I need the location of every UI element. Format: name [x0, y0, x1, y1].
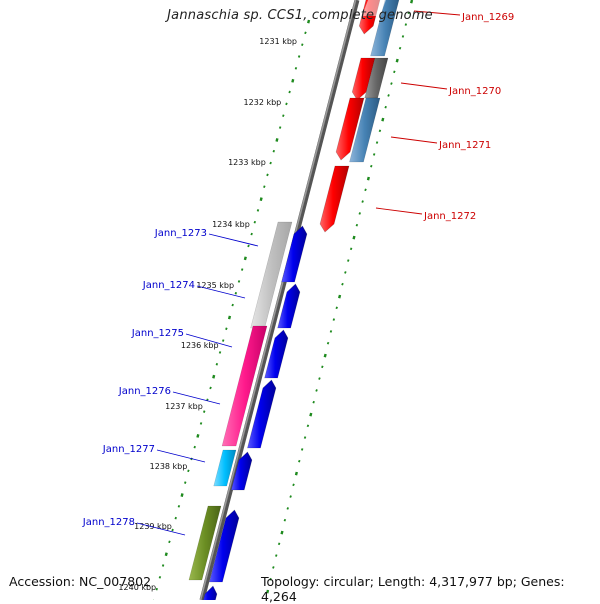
map-title: Jannaschia sp. CCS1, complete genome — [167, 8, 433, 23]
accession-text: Accession: NC_007802 — [9, 574, 152, 589]
forward-gene-label[interactable]: Jann_1270 — [448, 86, 501, 97]
gene-red[interactable] — [319, 165, 350, 233]
forward-gene-label[interactable]: Jann_1269 — [461, 12, 514, 23]
gene-blue[interactable] — [277, 283, 301, 329]
forward-gene-label[interactable]: Jann_1271 — [438, 140, 491, 151]
tick-label: 1239 kbp — [134, 522, 172, 531]
tick-label: 1240 kbp — [118, 583, 156, 592]
reverse-gene-label[interactable]: Jann_1274 — [142, 280, 195, 291]
tick-label: 1236 kbp — [181, 341, 219, 350]
gene-steelblue[interactable] — [349, 97, 381, 163]
gene-olive[interactable] — [188, 505, 222, 581]
forward-gene-label[interactable]: Jann_1272 — [423, 211, 476, 222]
gene-blue[interactable] — [264, 329, 289, 379]
gene-red[interactable] — [335, 97, 365, 161]
gene-blue[interactable] — [209, 509, 240, 583]
reverse-gene-label[interactable]: Jann_1273 — [154, 228, 207, 239]
tick-label: 1231 kbp — [259, 37, 297, 46]
tick-label: 1232 kbp — [244, 98, 282, 107]
tick-label: 1235 kbp — [196, 281, 234, 290]
gene-red[interactable] — [351, 57, 376, 101]
reverse-gene-label[interactable]: Jann_1276 — [118, 386, 171, 397]
tick-label: 1234 kbp — [212, 220, 250, 229]
tick-label: 1238 kbp — [150, 462, 188, 471]
reverse-gene-label[interactable]: Jann_1275 — [131, 328, 184, 339]
gene-steelblue[interactable] — [370, 0, 400, 57]
tick-label: 1233 kbp — [228, 158, 266, 167]
genome-backbone — [199, 0, 360, 600]
tick-track-right — [266, 0, 414, 594]
gene-blue[interactable] — [230, 451, 253, 491]
gene-blue[interactable] — [281, 225, 308, 283]
tick-label: 1237 kbp — [165, 402, 203, 411]
tick-track-left — [153, 19, 311, 600]
gene-blue[interactable] — [200, 585, 218, 600]
gene-blue[interactable] — [247, 379, 277, 449]
reverse-gene-label[interactable]: Jann_1277 — [102, 444, 155, 455]
gene-pink[interactable] — [221, 325, 268, 447]
reverse-gene-label[interactable]: Jann_1278 — [82, 517, 135, 528]
gene-cyan[interactable] — [213, 449, 237, 487]
